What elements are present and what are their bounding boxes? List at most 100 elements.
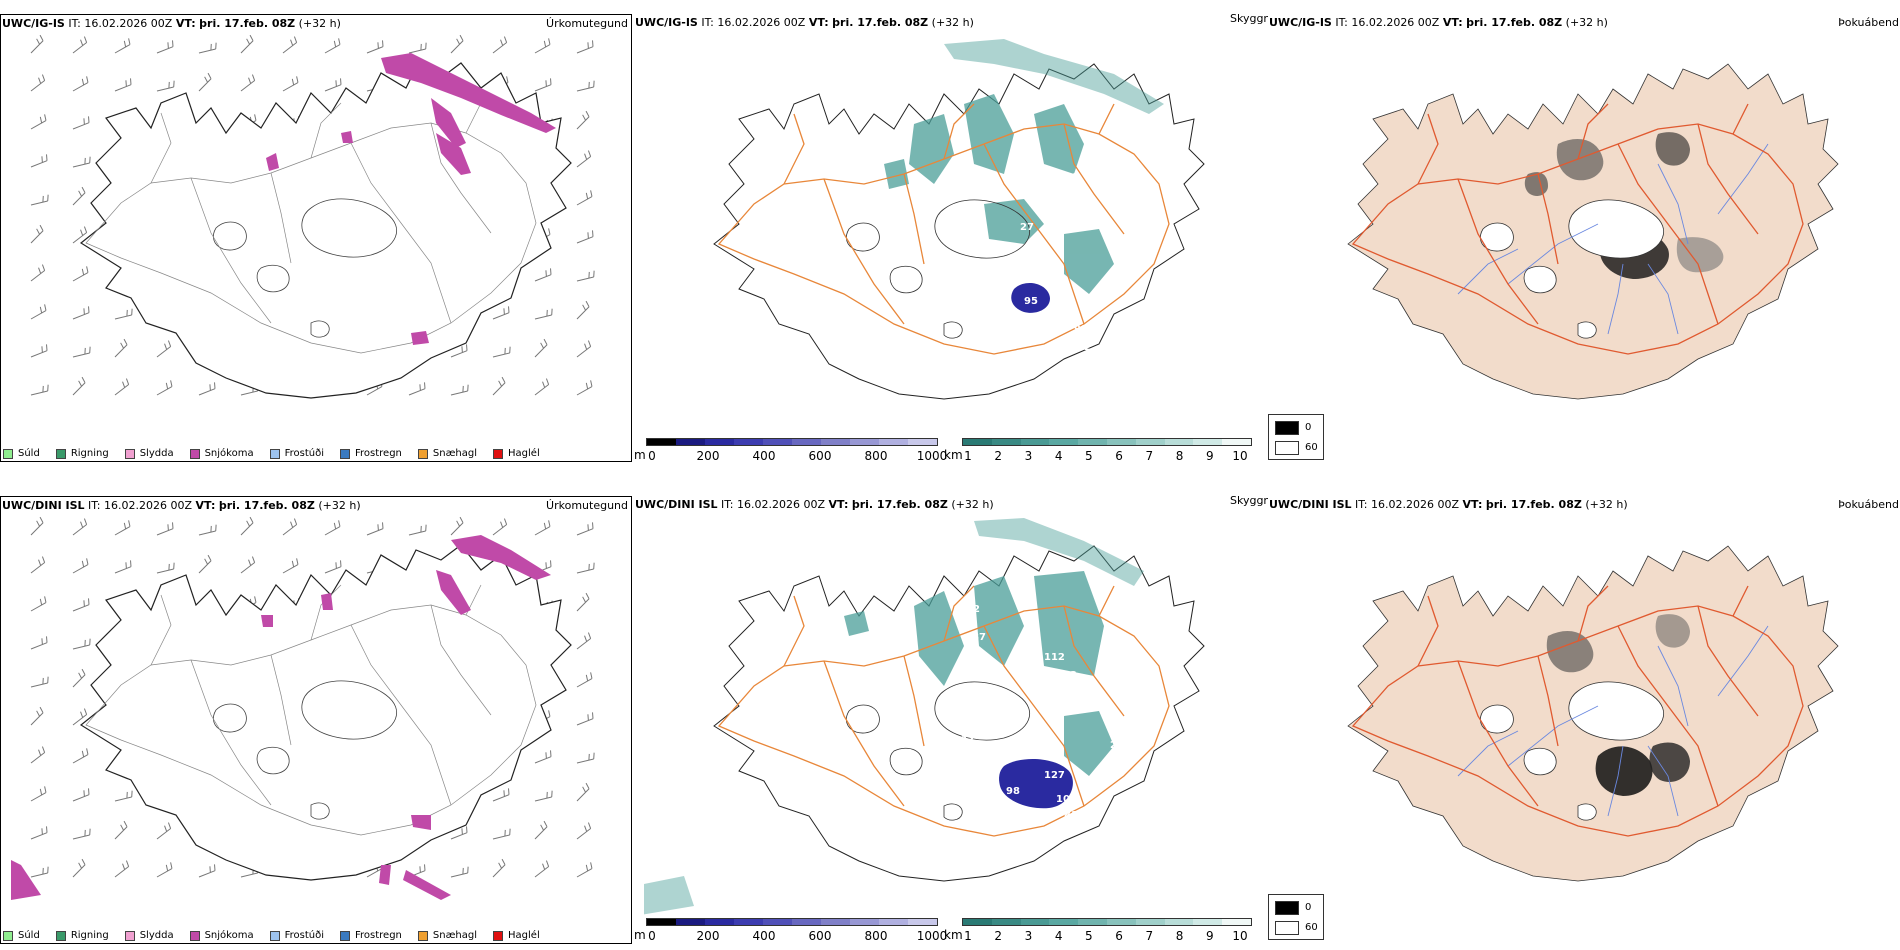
colorbar-segment [1164,439,1194,445]
colorbar-segment [1020,919,1050,925]
it-value: 16.02.2026 00Z [717,16,806,29]
wind-barb [72,823,93,845]
colorbar-segment [1164,919,1194,925]
wind-barb [155,822,172,840]
wind-barb [27,706,46,726]
vt-label: VT: [808,16,829,29]
scale-tick: 800 [864,449,888,463]
legend-label: Slydda [139,448,174,459]
legend-label: Rigning [70,448,109,459]
lead-time: (+32 h) [1565,16,1608,29]
precip-legend: Súld Rigning Slydda Snjókoma Frostúði Frostre… [3,448,556,459]
wind-barb [533,860,550,878]
scale-tick: 2 [994,449,1003,463]
wind-barb [156,557,177,579]
legend-label: Snjókoma [204,930,254,941]
colorbar-segment [1106,439,1136,445]
it-value: 16.02.2026 00Z [737,498,826,511]
wind-barb [29,556,46,574]
legend-swatch [340,930,350,941]
wind-barb [450,379,471,401]
wind-barb [366,518,385,539]
scale-tick: 4 [1054,929,1063,943]
legend-swatch [124,448,135,459]
wind-barb [576,747,597,769]
vis-label: 91 [1074,324,1088,335]
scale-tick: 1 [964,929,972,943]
scale-tick: 7 [1145,929,1154,943]
lead-time: (+32 h) [318,499,361,512]
precip-map [27,34,597,401]
wind-barb [281,36,298,54]
wind-barb [72,74,90,93]
legend-swatch [417,930,428,941]
visibility-panel-1: UWC/IG-IS IT: 16.02.2026 00Z VT: þri. 17… [634,12,1273,462]
wind-barb [27,224,46,244]
scale-tick: 800 [864,929,888,943]
fog-swatch-dark [1275,421,1299,435]
vis-label: 112 [1044,652,1065,663]
colorbar-segment [850,439,879,445]
wind-barb [72,341,93,363]
wind-barb [156,518,175,539]
scale-tick: 200 [696,929,720,943]
precip-type-panel-2: UWC/DINI ISL IT: 16.02.2026 00Z VT: þri.… [0,496,632,944]
vt-value: þri. 17.feb. 08Z [1466,16,1563,29]
colorbar-segment [763,439,792,445]
wind-barb [72,556,90,575]
wind-barb [282,556,300,575]
legend-item: Haglél [493,448,540,459]
wind-barb [576,670,594,689]
colorbar-segment [1106,919,1136,925]
wind-barb [111,338,130,358]
vis-label: 483 [1056,670,1077,681]
wind-barb [30,671,51,693]
fog-areas [1546,614,1690,796]
legend-label: Haglél [508,448,540,459]
wind-barb [195,72,214,92]
legend-swatch [3,930,13,941]
ceiling-colorbar [646,438,938,446]
legend-label: Frostúði [284,930,324,941]
wind-barb [324,36,342,55]
legend-item: Súld [3,930,40,941]
wind-barb [114,74,133,95]
panel-title: UWC/DINI ISL IT: 16.02.2026 00Z VT: þri.… [1269,498,1628,511]
fog-label-low: 60 [1305,442,1318,453]
wind-barb [492,341,513,363]
legend-swatch [189,448,200,459]
wind-barb [113,860,130,878]
wind-barb [30,302,48,321]
wind-barb [71,518,88,536]
vis-label: 309 [1058,172,1079,183]
wind-barb [30,189,51,211]
fog-swatch-light [1275,441,1299,455]
legend-swatch [493,448,504,459]
wind-barb [69,376,88,396]
it-label: IT: [721,498,734,511]
colorbar-segment [734,439,763,445]
colorbar-segment [792,439,821,445]
wind-barb [69,186,88,206]
wind-barb [237,34,256,54]
model-name: UWC/DINI ISL [635,498,718,511]
visibility-map: 300 172 309 27 300 162 95 91 2 [713,39,1205,400]
colorbar-segment [1222,439,1251,445]
wind-barb [575,822,592,840]
it-label: IT: [1335,16,1348,29]
wind-barb [195,554,214,574]
vt-value: þri. 17.feb. 08Z [218,499,315,512]
colorbar-segment [879,439,908,445]
panel-title: UWC/IG-IS IT: 16.02.2026 00Z VT: þri. 17… [1269,16,1608,29]
wind-barb [30,112,48,131]
precip-type-panel-1: UWC/IG-IS IT: 16.02.2026 00Z VT: þri. 17… [0,14,632,462]
colorbar-segment [1020,439,1050,445]
it-value: 16.02.2026 00Z [1371,498,1460,511]
scale-tick: 8 [1175,929,1184,943]
scale-tick: 1000 [916,929,948,943]
scale-tick: 9 [1205,929,1214,943]
model-name: UWC/IG-IS [1269,16,1332,29]
wind-barb [534,74,553,95]
wind-barb [72,264,90,283]
legend-item: Snæhagl [417,448,477,459]
